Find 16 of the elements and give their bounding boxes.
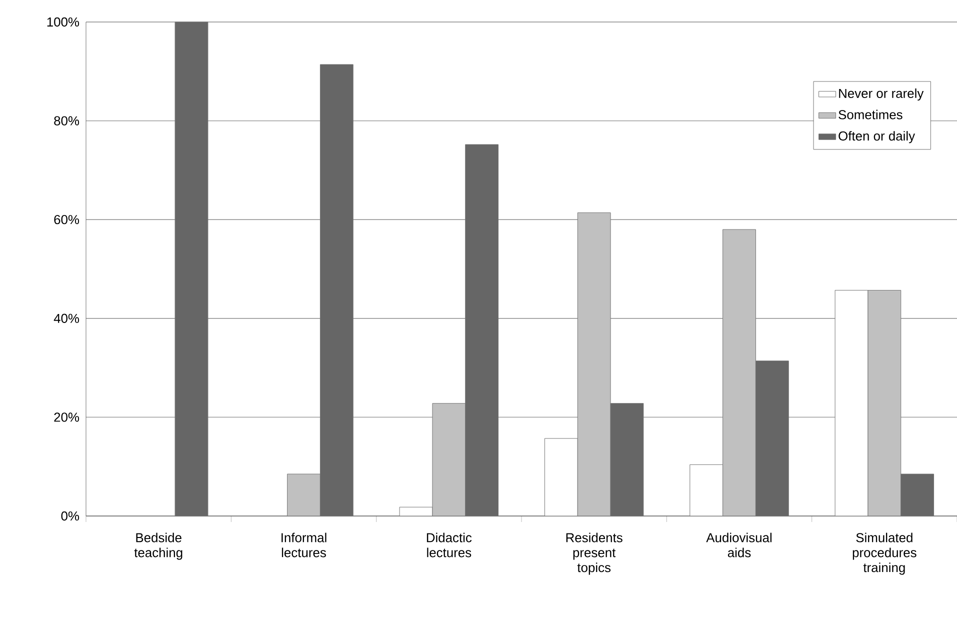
- y-tick-label: 100%: [47, 17, 80, 27]
- x-tick-label: Simulated procedures training: [852, 532, 916, 575]
- y-tick-label: 0%: [61, 511, 80, 521]
- y-tick-label: 60%: [54, 215, 80, 224]
- x-tick-label: Bedside teaching: [134, 532, 182, 560]
- y-tick-label: 80%: [54, 116, 80, 126]
- x-tick-label: Informal lectures: [282, 532, 326, 558]
- legend-label: Sometimes: [838, 110, 902, 120]
- y-tick-label: 40%: [54, 314, 80, 323]
- x-tick-label: Didactic lectures: [426, 532, 472, 558]
- x-tick-label: Audiovisual aids: [706, 532, 772, 558]
- y-tick-label: 20%: [54, 412, 80, 422]
- bar: [174, 22, 208, 516]
- x-tick-label: Residents present topics: [566, 532, 622, 575]
- legend-label: Never or rarely: [839, 88, 924, 101]
- legend-label: Often or daily: [838, 131, 916, 144]
